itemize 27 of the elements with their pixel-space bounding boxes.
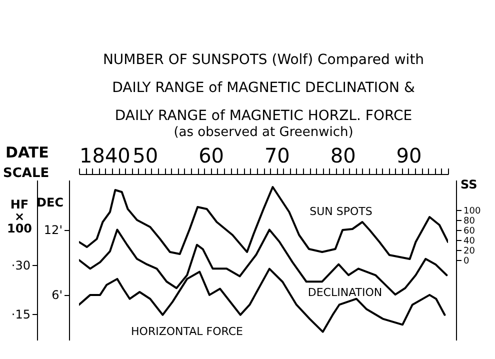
x-tick-label: 80 (330, 144, 356, 168)
y2-tick-label: 20 (464, 246, 476, 256)
x-tick-label: 70 (264, 144, 290, 168)
series-label: DECLINATION (308, 286, 382, 299)
y3-tick-label: ·15 (11, 307, 30, 322)
y3-axis-title: HF × 100 (6, 198, 32, 236)
x-tick-label: 50 (132, 144, 158, 168)
x-axis-title: DATE (6, 144, 49, 162)
y2-tick-label: 100 (464, 206, 481, 216)
y3-tick-label: ·30 (11, 258, 30, 272)
series-label: HORIZONTAL FORCE (131, 325, 244, 338)
text: SCALE (3, 166, 50, 181)
line-series (79, 186, 448, 260)
y-tick-label: 6' (52, 288, 62, 302)
chart-subtitle: (as observed at Greenwich) (174, 125, 354, 140)
y2-tick-label: 80 (464, 216, 476, 226)
series-label: SUN SPOTS (310, 205, 372, 218)
y-axis-title: DEC (36, 196, 64, 210)
chart-title: NUMBER OF SUNSPOTS (Wolf) Compared with DAILY RANGE of MAGNETIC DECLINATION & DAILY RANGE of MAGNETIC HORZL. FORCE (102, 52, 424, 124)
y2-tick-label: 0 (464, 256, 470, 266)
y2-tick-label: 40 (464, 236, 476, 246)
y-tick-label: 12' (44, 223, 62, 238)
x-tick-label: 90 (396, 144, 422, 168)
x-tick-label: 60 (198, 144, 224, 168)
y2-tick-label: 60 (464, 226, 476, 236)
x-tick-label: 1840 (80, 144, 130, 168)
y2-axis-title: SS (460, 178, 478, 192)
